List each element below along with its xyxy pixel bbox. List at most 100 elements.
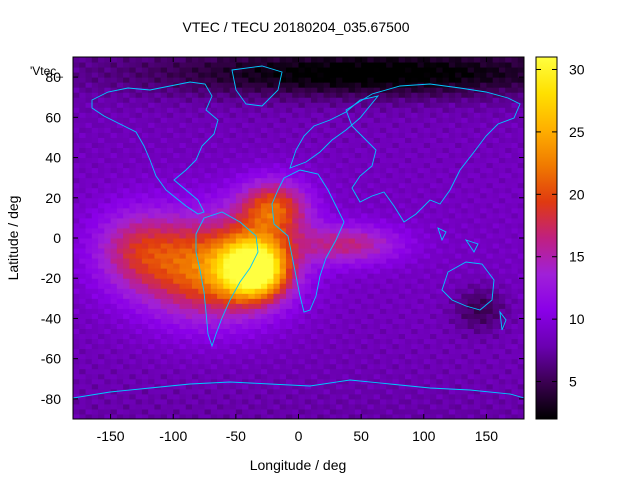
heatmap-cell [148, 102, 155, 108]
heatmap-cell [298, 182, 306, 189]
heatmap-cell [223, 283, 231, 289]
heatmap-cell [436, 212, 444, 219]
heatmap-cell [336, 182, 343, 189]
heatmap-cell [229, 288, 237, 294]
heatmap-cell [505, 303, 512, 309]
heatmap-cell [298, 157, 306, 164]
heatmap-cell [292, 333, 299, 340]
heatmap-cell [480, 303, 487, 309]
heatmap-cell [511, 152, 519, 159]
heatmap-cell [260, 353, 268, 360]
heatmap-cell [517, 227, 524, 234]
heatmap-cell [110, 132, 118, 138]
heatmap-cell [517, 152, 524, 159]
heatmap-cell [505, 358, 512, 365]
heatmap-cell [110, 243, 118, 249]
heatmap-cell [386, 413, 393, 419]
heatmap-cell [179, 92, 187, 98]
heatmap-cell [505, 373, 512, 380]
heatmap-cell [129, 122, 137, 128]
heatmap-cell [304, 298, 312, 304]
heatmap-cell [204, 323, 212, 329]
heatmap-cell [423, 243, 431, 249]
heatmap-cell [348, 177, 356, 184]
heatmap-cell [242, 308, 249, 314]
heatmap-cell [354, 157, 362, 164]
heatmap-cell [317, 393, 325, 400]
heatmap-cell [116, 77, 124, 83]
heatmap-cell [298, 227, 306, 234]
heatmap-cell [436, 343, 444, 350]
heatmap-cell [323, 263, 331, 269]
heatmap-cell [404, 373, 412, 380]
heatmap-cell [166, 217, 174, 224]
heatmap-cell [505, 408, 512, 415]
heatmap-cell [235, 127, 243, 133]
heatmap-cell [192, 333, 199, 340]
heatmap-cell [379, 127, 387, 133]
heatmap-cell [210, 152, 218, 159]
heatmap-cell [260, 393, 268, 400]
heatmap-cell [367, 147, 375, 154]
heatmap-cell [336, 268, 343, 274]
heatmap-cell [229, 338, 237, 345]
heatmap-cell [116, 348, 124, 355]
heatmap-cell [379, 102, 387, 108]
heatmap-cell [192, 187, 199, 194]
heatmap-cell [279, 313, 287, 319]
heatmap-cell [141, 232, 149, 239]
heatmap-cell [285, 403, 293, 410]
heatmap-cell [467, 212, 475, 219]
heatmap-cell [223, 383, 231, 390]
heatmap-cell [448, 298, 456, 304]
heatmap-cell [517, 323, 524, 329]
heatmap-cell [110, 343, 118, 350]
heatmap-cell [480, 187, 487, 194]
heatmap-cell [373, 227, 381, 234]
heatmap-cell [148, 313, 155, 319]
heatmap-cell [442, 197, 450, 204]
heatmap-cell [361, 192, 368, 199]
heatmap-cell [517, 162, 524, 169]
heatmap-cell [173, 323, 180, 329]
heatmap-cell [448, 72, 456, 78]
heatmap-cell [511, 222, 519, 229]
heatmap-cell [511, 82, 519, 88]
heatmap-cell [448, 127, 456, 133]
heatmap-cell [98, 238, 105, 244]
heatmap-cell [285, 222, 293, 229]
heatmap-cell [104, 283, 112, 289]
heatmap-cell [317, 207, 325, 214]
heatmap-cell [467, 288, 475, 294]
heatmap-cell [242, 333, 249, 340]
heatmap-cell [348, 238, 356, 244]
heatmap-cell [198, 348, 206, 355]
heatmap-cell [342, 298, 350, 304]
heatmap-cell [379, 82, 387, 88]
heatmap-cell [367, 253, 375, 259]
heatmap-cell [455, 388, 462, 395]
heatmap-cell [160, 157, 168, 164]
heatmap-cell [373, 187, 381, 194]
heatmap-cell [279, 373, 287, 380]
heatmap-cell [285, 413, 293, 419]
heatmap-cell [217, 263, 224, 269]
heatmap-cell [192, 328, 199, 335]
heatmap-cell [235, 253, 243, 259]
heatmap-cell [260, 147, 268, 154]
heatmap-cell [217, 147, 224, 154]
heatmap-cell [217, 378, 224, 385]
heatmap-cell [135, 137, 143, 143]
heatmap-cell [179, 398, 187, 405]
heatmap-cell [348, 348, 356, 355]
heatmap-cell [79, 167, 87, 174]
heatmap-cell [329, 288, 337, 294]
heatmap-cell [179, 162, 187, 169]
heatmap-cell [505, 162, 512, 169]
heatmap-cell [123, 288, 130, 294]
heatmap-cell [254, 343, 262, 350]
heatmap-cell [123, 353, 130, 360]
heatmap-cell [461, 338, 469, 345]
heatmap-cell [404, 182, 412, 189]
heatmap-cell [448, 192, 456, 199]
